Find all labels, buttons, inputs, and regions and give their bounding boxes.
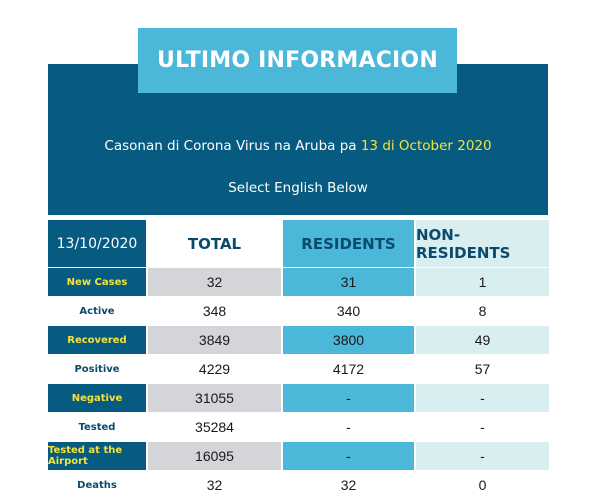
header-non-residents: NON-RESIDENTS [416,220,549,268]
cell-non-residents-deaths: 0 [416,471,549,498]
row-label-negative: Negative [48,384,146,413]
select-english-text: Select English Below [228,180,368,196]
title-banner: ULTIMO INFORMACION [138,28,457,93]
cell-residents-active: 340 [283,297,414,326]
row-label-tested: Tested [48,413,146,442]
cell-residents-recovered: 3800 [283,326,414,355]
row-label-new-cases: New Cases [48,268,146,297]
row-label-positive: Positive [48,355,146,384]
cell-residents-negative: - [283,384,414,413]
cell-residents-positive: 4172 [283,355,414,384]
cell-non-residents-negative: - [416,384,549,413]
cell-non-residents-tested: - [416,413,549,442]
subtitle-prefix: Casonan di Corona Virus na Aruba pa [104,138,361,154]
row-label-deaths: Deaths [48,471,146,498]
cell-total-deaths: 32 [148,471,281,498]
cell-non-residents-new-cases: 1 [416,268,549,297]
row-label-tested-airport: Tested at the Airport [48,442,146,471]
header-total: TOTAL [148,220,281,268]
cell-non-residents-recovered: 49 [416,326,549,355]
header-residents: RESIDENTS [283,220,414,268]
cell-non-residents-positive: 57 [416,355,549,384]
subtitle: Casonan di Corona Virus na Aruba pa 13 d… [48,138,548,154]
subtitle-date: 13 di October 2020 [360,138,492,154]
cell-total-negative: 31055 [148,384,281,413]
row-label-active: Active [48,297,146,326]
cell-total-new-cases: 32 [148,268,281,297]
cell-residents-deaths: 32 [283,471,414,498]
cell-residents-tested-airport: - [283,442,414,471]
row-label-recovered: Recovered [48,326,146,355]
cell-residents-tested: - [283,413,414,442]
stats-table: 13/10/2020 TOTAL RESIDENTS NON-RESIDENTS… [48,220,549,498]
cell-non-residents-active: 8 [416,297,549,326]
cell-total-recovered: 3849 [148,326,281,355]
cell-total-active: 348 [148,297,281,326]
cell-residents-new-cases: 31 [283,268,414,297]
cell-total-tested-airport: 16095 [148,442,281,471]
cell-total-tested: 35284 [148,413,281,442]
cell-non-residents-tested-airport: - [416,442,549,471]
header-date: 13/10/2020 [48,220,146,268]
cell-total-positive: 4229 [148,355,281,384]
